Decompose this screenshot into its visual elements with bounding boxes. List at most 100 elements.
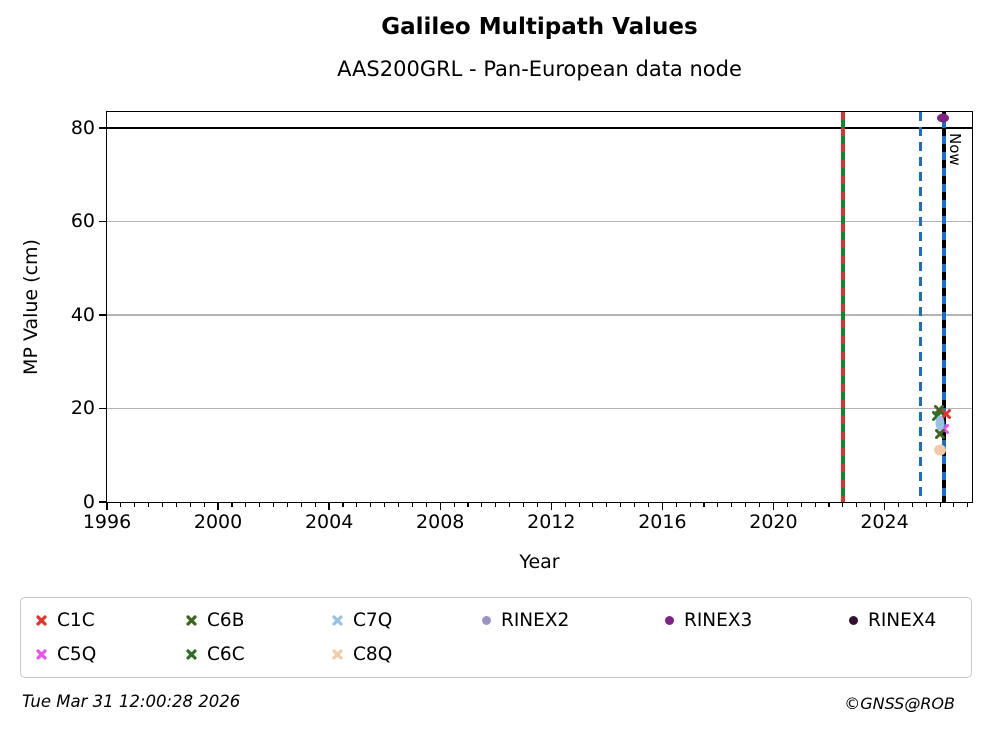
y-axis-label: MP Value (cm) bbox=[20, 239, 42, 375]
x-minor-tick bbox=[620, 502, 622, 507]
x-minor-tick bbox=[148, 502, 150, 507]
legend-item-c8q: C8Q bbox=[332, 639, 482, 671]
legend-item-rinex3: RINEX3 bbox=[665, 604, 849, 636]
x-minor-tick bbox=[398, 502, 400, 507]
legend-item-c5q: C5Q bbox=[36, 639, 186, 671]
c6b-data-point bbox=[935, 429, 946, 440]
legend-label: RINEX2 bbox=[501, 609, 570, 631]
x-minor-tick bbox=[592, 502, 594, 507]
x-minor-tick bbox=[314, 502, 316, 507]
x-minor-tick bbox=[259, 502, 261, 507]
x-minor-tick bbox=[231, 502, 233, 507]
x-marker-icon bbox=[332, 615, 343, 626]
x-minor-tick bbox=[911, 502, 913, 507]
x-minor-tick bbox=[175, 502, 177, 507]
x-minor-tick bbox=[856, 502, 858, 507]
x-minor-tick bbox=[967, 502, 969, 507]
c8q-data-point bbox=[934, 444, 947, 456]
x-tick-2004 bbox=[328, 502, 330, 510]
x-tick-label-1996: 1996 bbox=[82, 511, 132, 533]
x-minor-tick bbox=[522, 502, 525, 507]
x-minor-tick bbox=[203, 502, 205, 507]
legend-item-rinex4: RINEX4 bbox=[849, 604, 971, 636]
footer-credit: ©GNSS@ROB bbox=[844, 694, 955, 713]
x-tick-2020 bbox=[772, 502, 775, 510]
x-minor-tick bbox=[384, 502, 386, 507]
x-tick-label-2020: 2020 bbox=[749, 511, 798, 533]
y-tick-label-20: 20 bbox=[70, 397, 95, 420]
x-minor-tick bbox=[370, 502, 372, 507]
footer-timestamp: Tue Mar 31 12:00:28 2026 bbox=[22, 692, 241, 711]
x-minor-tick bbox=[925, 502, 927, 507]
x-minor-tick bbox=[467, 502, 469, 507]
y-tick-60 bbox=[99, 220, 107, 223]
x-tick-2016 bbox=[661, 502, 664, 510]
x-minor-tick bbox=[689, 502, 691, 507]
x-minor-tick bbox=[842, 502, 844, 507]
y-tick-label-40: 40 bbox=[70, 303, 95, 326]
x-minor-tick bbox=[870, 502, 872, 507]
legend-label: C1C bbox=[57, 609, 95, 631]
y-tick-0 bbox=[99, 501, 107, 503]
x-minor-tick bbox=[273, 502, 275, 507]
x-tick-label-2024: 2024 bbox=[860, 511, 909, 533]
legend-label: C8Q bbox=[353, 644, 393, 666]
x-minor-tick bbox=[703, 502, 705, 507]
x-minor-tick bbox=[481, 502, 483, 507]
legend: C1C C6B C7Q RINEX2 RINEX3 RINEX4 C5Q C6C C8Q bbox=[20, 597, 972, 678]
chart-title: Galileo Multipath Values bbox=[381, 14, 698, 40]
x-minor-tick bbox=[411, 502, 413, 507]
x-minor-tick bbox=[245, 502, 247, 507]
x-minor-tick bbox=[800, 502, 802, 507]
now-line bbox=[942, 112, 947, 502]
x-minor-tick bbox=[786, 502, 788, 507]
legend-spacer bbox=[482, 639, 665, 671]
x-tick-label-2004: 2004 bbox=[304, 511, 354, 533]
legend-label: C6B bbox=[207, 609, 245, 631]
x-minor-tick bbox=[717, 502, 719, 507]
legend-spacer bbox=[665, 639, 849, 671]
rinex3-data-point bbox=[936, 113, 949, 123]
x-tick-2008 bbox=[439, 502, 441, 510]
x-minor-tick bbox=[939, 502, 941, 507]
epoch-line-2022 bbox=[840, 112, 845, 502]
x-minor-tick bbox=[828, 502, 830, 507]
legend-item-c1c: C1C bbox=[36, 604, 186, 636]
x-minor-tick bbox=[634, 502, 636, 507]
legend-label: C7Q bbox=[353, 609, 393, 631]
legend-item-c6b: C6B bbox=[186, 604, 332, 636]
x-minor-tick bbox=[425, 502, 427, 507]
y-tick-40 bbox=[99, 314, 107, 316]
x-minor-tick bbox=[189, 502, 191, 507]
y-tick-20 bbox=[99, 407, 107, 410]
epoch-line-2025 bbox=[919, 112, 923, 502]
x-minor-tick bbox=[606, 502, 608, 507]
x-tick-2012 bbox=[550, 502, 552, 510]
x-marker-icon bbox=[332, 649, 343, 660]
x-minor-tick bbox=[953, 502, 955, 507]
x-tick-label-2008: 2008 bbox=[416, 511, 465, 533]
legend-item-c6c: C6C bbox=[186, 639, 332, 671]
x-marker-icon bbox=[186, 615, 197, 626]
legend-label: C5Q bbox=[57, 644, 97, 666]
x-minor-tick bbox=[814, 502, 816, 507]
legend-label: C6C bbox=[207, 644, 245, 666]
x-minor-tick bbox=[564, 502, 566, 507]
x-minor-tick bbox=[134, 502, 136, 507]
x-tick-2024 bbox=[883, 502, 886, 510]
x-minor-tick bbox=[120, 502, 122, 507]
x-marker-icon bbox=[186, 649, 197, 660]
legend-label: RINEX4 bbox=[868, 609, 937, 631]
legend-item-c7q: C7Q bbox=[332, 604, 482, 636]
x-minor-tick bbox=[745, 502, 747, 507]
legend-spacer bbox=[849, 639, 971, 671]
x-minor-tick bbox=[759, 502, 761, 507]
x-tick-label-2012: 2012 bbox=[527, 511, 576, 533]
x-marker-icon bbox=[36, 649, 47, 660]
x-minor-tick bbox=[495, 502, 497, 507]
y-tick-80 bbox=[99, 127, 107, 129]
x-minor-tick bbox=[342, 502, 344, 507]
x-minor-tick bbox=[300, 502, 302, 507]
c1c-data-point bbox=[940, 408, 951, 419]
